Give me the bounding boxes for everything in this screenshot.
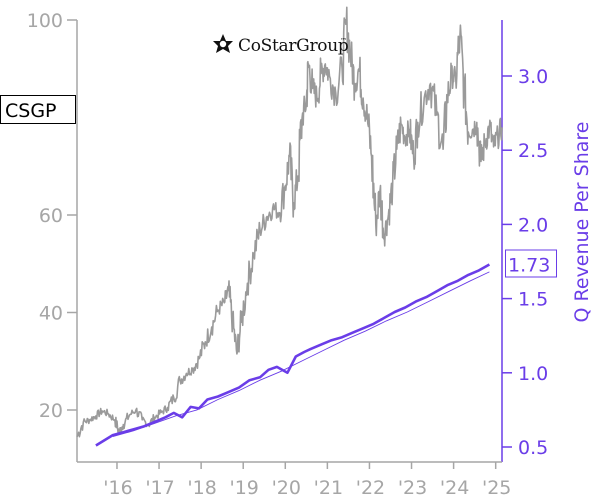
- last-value-badge: 1.73: [505, 249, 557, 278]
- right-tick-label: 1.5: [518, 289, 548, 311]
- left-axis-ticks: 20 40 60 100: [27, 10, 77, 422]
- left-tick-label: 60: [39, 205, 63, 227]
- x-tick-label: '20: [272, 477, 301, 499]
- right-tick-label: 1.0: [518, 363, 548, 385]
- ticker-label: CSGP: [5, 100, 57, 122]
- costar-star-icon: [213, 34, 233, 53]
- right-axis-ticks: 0.5 1.0 1.5 2.0 2.5 3.0: [502, 66, 548, 459]
- right-tick-label: 3.0: [518, 66, 548, 88]
- right-tick-label: 2.5: [518, 140, 548, 162]
- revenue-series-line: [95, 263, 491, 447]
- revenue-trend-line: [112, 271, 490, 438]
- logo-trademark: ™: [340, 37, 347, 45]
- left-tick-label: 100: [27, 10, 63, 32]
- right-tick-label: 0.5: [518, 437, 548, 459]
- right-axis-title: Q Revenue Per Share: [571, 122, 593, 323]
- x-tick-label: '21: [314, 477, 343, 499]
- x-tick-label: '25: [482, 477, 511, 499]
- ticker-box: CSGP: [0, 95, 76, 124]
- x-tick-label: '18: [187, 477, 216, 499]
- x-tick-label: '22: [356, 477, 385, 499]
- x-axis-ticks: '16 '17 '18 '19 '20 '21 '22 '23 '24 '25: [103, 462, 511, 499]
- x-tick-label: '24: [440, 477, 469, 499]
- x-tick-label: '19: [230, 477, 259, 499]
- x-tick-label: '23: [398, 477, 427, 499]
- logo-text: CoStarGroup: [238, 36, 349, 56]
- left-tick-label: 40: [39, 303, 63, 325]
- right-tick-label: 2.0: [518, 214, 548, 236]
- x-tick-label: '16: [103, 477, 132, 499]
- left-tick-label: 20: [39, 400, 63, 422]
- price-series-line: [76, 6, 503, 438]
- last-value-label: 1.73: [508, 255, 550, 277]
- costar-logo: CoStarGroup ™: [213, 34, 349, 56]
- x-tick-label: '17: [145, 477, 174, 499]
